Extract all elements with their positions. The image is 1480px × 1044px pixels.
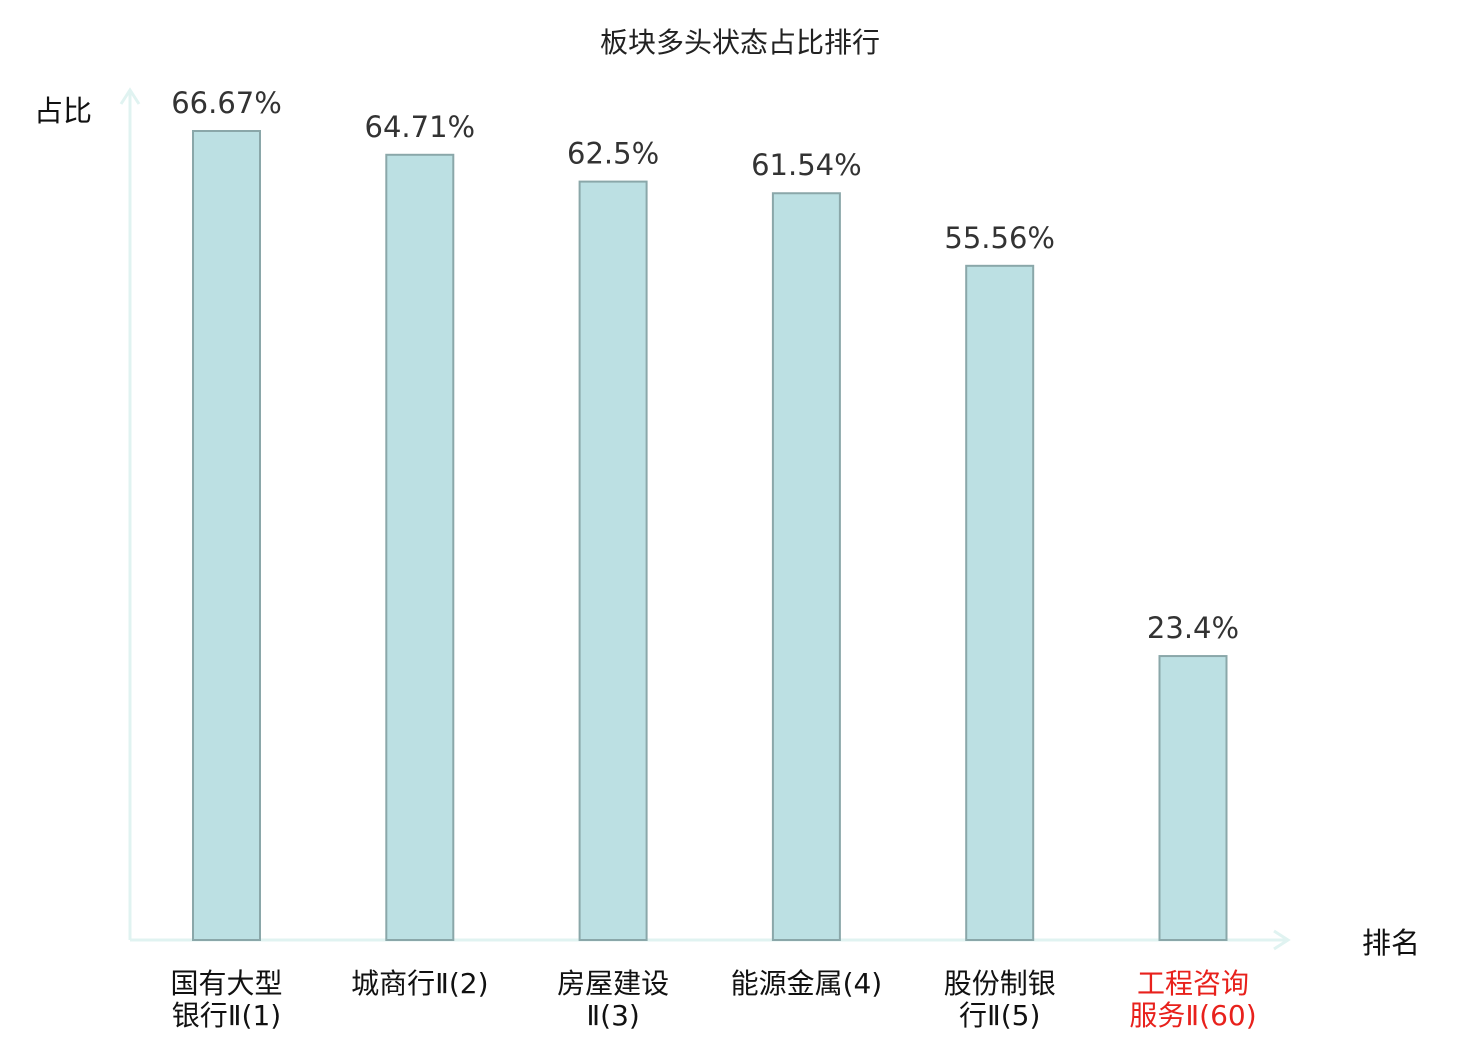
- bar-1: [192, 130, 261, 941]
- category-label-5-line-1: 股份制银: [944, 967, 1056, 1000]
- x-axis-arrow-icon: [1273, 929, 1291, 951]
- category-label-3-line-1: 房屋建设: [557, 967, 669, 1000]
- axes: [119, 87, 1291, 951]
- category-label-1-line-2: 银行Ⅱ(1): [172, 999, 281, 1032]
- category-label-1-line-1: 国有大型: [170, 967, 282, 1000]
- x-axis-label: 排名: [1362, 926, 1420, 960]
- bars: [192, 130, 1228, 942]
- chart-title: 板块多头状态占比排行: [600, 26, 880, 59]
- value-label-4: 61.54%: [751, 148, 862, 182]
- value-label-2: 64.71%: [365, 110, 476, 144]
- bar-2: [385, 153, 455, 942]
- bar-5: [965, 264, 1035, 941]
- value-label-1: 66.67%: [171, 86, 282, 120]
- category-label-3-line-2: Ⅱ(3): [586, 999, 639, 1032]
- y-axis-arrow-icon: [119, 87, 141, 105]
- category-label-2-line-1: 城商行Ⅱ(2): [351, 967, 488, 1000]
- bar-3: [578, 180, 648, 942]
- value-label-3: 62.5%: [567, 137, 659, 171]
- bar-4: [771, 192, 841, 941]
- category-label-6-line-1: 工程咨询: [1137, 967, 1249, 1000]
- category-label-4-line-1: 能源金属(4): [731, 967, 883, 1000]
- bar-6: [1158, 655, 1228, 941]
- value-labels: 66.67% 64.71% 62.5% 61.54% 55.56% 23.4%: [171, 86, 1239, 645]
- category-label-5-line-2: 行Ⅱ(5): [959, 999, 1040, 1032]
- value-label-5: 55.56%: [944, 221, 1055, 255]
- value-label-6: 23.4%: [1147, 611, 1239, 645]
- y-axis-label: 占比: [34, 94, 92, 128]
- category-label-6-line-2: 服务Ⅱ(60): [1129, 999, 1256, 1032]
